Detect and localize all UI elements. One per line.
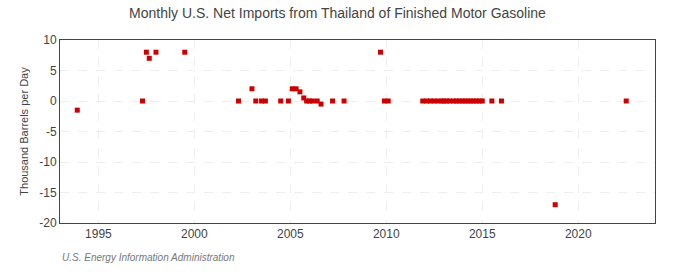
svg-text:Monthly U.S. Net Imports from: Monthly U.S. Net Imports from Thailand o… — [129, 5, 546, 21]
svg-text:2005: 2005 — [277, 227, 304, 241]
svg-text:2010: 2010 — [373, 227, 400, 241]
svg-text:U.S. Energy Information Admini: U.S. Energy Information Administration — [62, 252, 235, 263]
svg-text:5: 5 — [50, 64, 57, 78]
svg-text:-15: -15 — [39, 186, 57, 200]
svg-text:-10: -10 — [39, 155, 57, 169]
svg-text:2015: 2015 — [469, 227, 496, 241]
svg-text:2000: 2000 — [181, 227, 208, 241]
svg-text:10: 10 — [43, 33, 57, 47]
svg-text:Thousand Barrels per Day: Thousand Barrels per Day — [18, 67, 30, 196]
svg-text:-20: -20 — [39, 216, 57, 230]
svg-text:1995: 1995 — [85, 227, 112, 241]
svg-text:2020: 2020 — [565, 227, 592, 241]
svg-text:-5: -5 — [46, 125, 57, 139]
svg-text:0: 0 — [50, 94, 57, 108]
